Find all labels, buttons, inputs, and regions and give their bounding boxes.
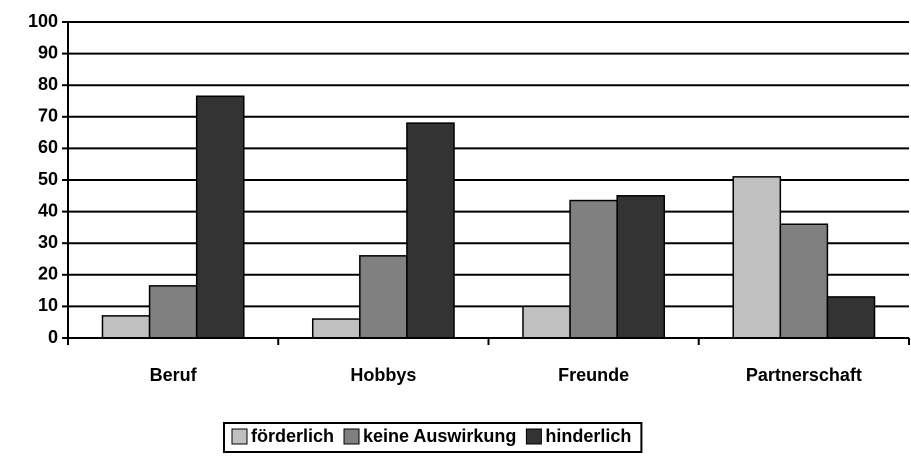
bar xyxy=(311,318,361,339)
legend-swatch xyxy=(231,428,248,445)
bar xyxy=(569,199,618,339)
legend-label: hinderlich xyxy=(545,426,631,446)
bar xyxy=(148,285,198,339)
x-tick-label: Partnerschaft xyxy=(746,365,862,385)
bar xyxy=(195,95,245,339)
y-tick-label: 0 xyxy=(48,327,58,347)
y-tick-label: 100 xyxy=(28,11,58,31)
y-tick-label: 20 xyxy=(38,264,58,284)
y-tick-label: 80 xyxy=(38,74,58,94)
bar xyxy=(732,176,782,339)
x-tick-label: Hobbys xyxy=(350,365,416,385)
bar xyxy=(522,305,571,339)
y-tick-label: 40 xyxy=(38,200,58,220)
legend-label: keine Auswirkung xyxy=(363,426,516,446)
legend-swatch xyxy=(525,428,542,445)
bar xyxy=(406,122,455,339)
y-tick-label: 50 xyxy=(38,169,58,189)
x-tick-label: Freunde xyxy=(558,365,629,385)
y-tick-label: 70 xyxy=(38,106,58,126)
y-tick-label: 90 xyxy=(38,42,58,62)
bar xyxy=(826,296,876,339)
legend-box xyxy=(223,422,643,453)
y-tick-label: 30 xyxy=(38,232,58,252)
y-tick-label: 60 xyxy=(38,137,58,157)
bar xyxy=(359,255,408,339)
y-tick-label: 10 xyxy=(38,295,58,315)
bar xyxy=(779,223,829,339)
x-tick-label: Beruf xyxy=(150,365,198,385)
legend-swatch xyxy=(343,428,360,445)
bar xyxy=(101,315,151,339)
legend-label: förderlich xyxy=(251,426,334,446)
bar xyxy=(616,195,666,339)
